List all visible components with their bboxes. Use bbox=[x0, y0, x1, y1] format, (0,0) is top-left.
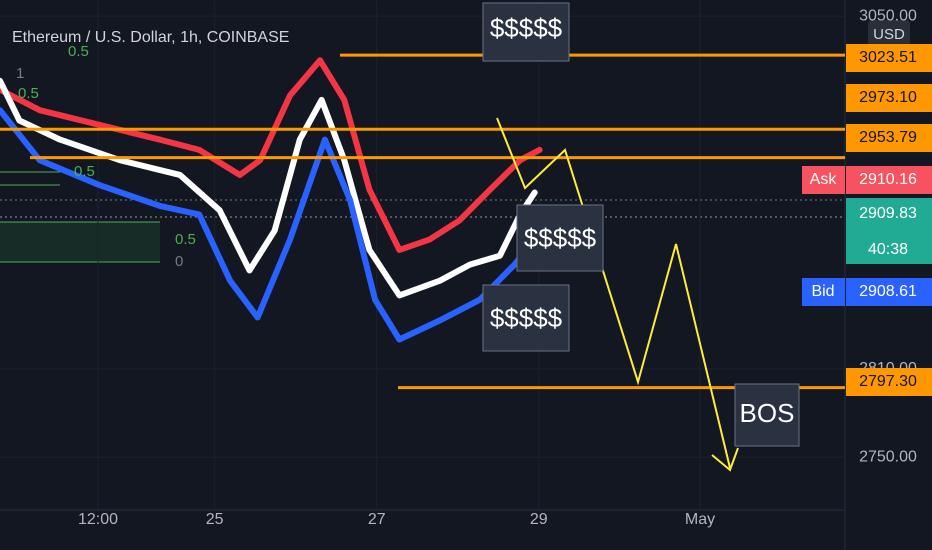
annotation: $$$$$ bbox=[490, 303, 563, 333]
annotation: $$$$$ bbox=[490, 13, 563, 43]
currency-label[interactable]: USD bbox=[873, 26, 905, 43]
fib-label: 0.5 bbox=[68, 43, 89, 60]
y-tick-label: 3050.00 bbox=[859, 7, 917, 24]
x-tick-label: 12:00 bbox=[78, 511, 118, 528]
last-price: 2909.83 bbox=[859, 205, 917, 222]
bid-box bbox=[846, 278, 932, 306]
y-tick-label: 2750.00 bbox=[859, 448, 917, 465]
fib-zone bbox=[0, 222, 160, 262]
level-label: 3023.51 bbox=[859, 49, 917, 66]
annotations: $$$$$ $$$$$ $$$$$ BOS bbox=[482, 2, 800, 447]
level-label: 2953.79 bbox=[859, 129, 917, 146]
quote: Ask 2910.16 2909.83 40:38 Bid 2908.61 bbox=[802, 166, 932, 306]
ask-label: Ask bbox=[810, 171, 838, 188]
annotation-box bbox=[516, 204, 604, 272]
x-tick-label: May bbox=[685, 511, 715, 528]
ma-line bbox=[0, 107, 533, 343]
fib-label: 1 bbox=[16, 65, 24, 82]
fib-label: 0.5 bbox=[74, 163, 95, 180]
ask-box bbox=[846, 166, 932, 194]
currency-button[interactable] bbox=[868, 20, 910, 50]
fib-label: 0 bbox=[175, 253, 183, 270]
x-tick-label: 25 bbox=[206, 511, 224, 528]
bid-price: 2908.61 bbox=[859, 283, 917, 300]
plot bbox=[0, 0, 845, 510]
annotation-box bbox=[482, 284, 570, 352]
fib-label: 0.5 bbox=[175, 231, 196, 248]
chart-title: Ethereum / U.S. Dollar, 1h, COINBASE bbox=[12, 29, 289, 46]
x-tick-label: 29 bbox=[530, 511, 548, 528]
annotation: $$$$$ bbox=[524, 223, 597, 253]
annotation-box bbox=[734, 383, 800, 447]
level-tag bbox=[846, 44, 932, 72]
bid-label: Bid bbox=[811, 283, 834, 300]
annotation: BOS bbox=[740, 398, 795, 428]
level-tag bbox=[846, 84, 932, 112]
ask-tag bbox=[802, 166, 845, 194]
countdown: 40:38 bbox=[868, 241, 908, 258]
ma-line bbox=[0, 57, 543, 253]
level-tag bbox=[846, 124, 932, 152]
annotation-box bbox=[482, 2, 570, 62]
level-label: 2973.10 bbox=[859, 89, 917, 106]
ask-price: 2910.16 bbox=[859, 171, 917, 188]
last-box bbox=[846, 198, 932, 264]
level-tag bbox=[846, 368, 932, 396]
bid-tag bbox=[802, 278, 845, 306]
projection-arrow bbox=[711, 447, 739, 472]
level-label: 2797.30 bbox=[859, 373, 917, 390]
x-tick-label: 27 bbox=[368, 511, 386, 528]
fib-labels: 0.5 0.5 0.5 1 0.5 0 bbox=[16, 43, 196, 270]
fib-label: 0.5 bbox=[18, 85, 39, 102]
